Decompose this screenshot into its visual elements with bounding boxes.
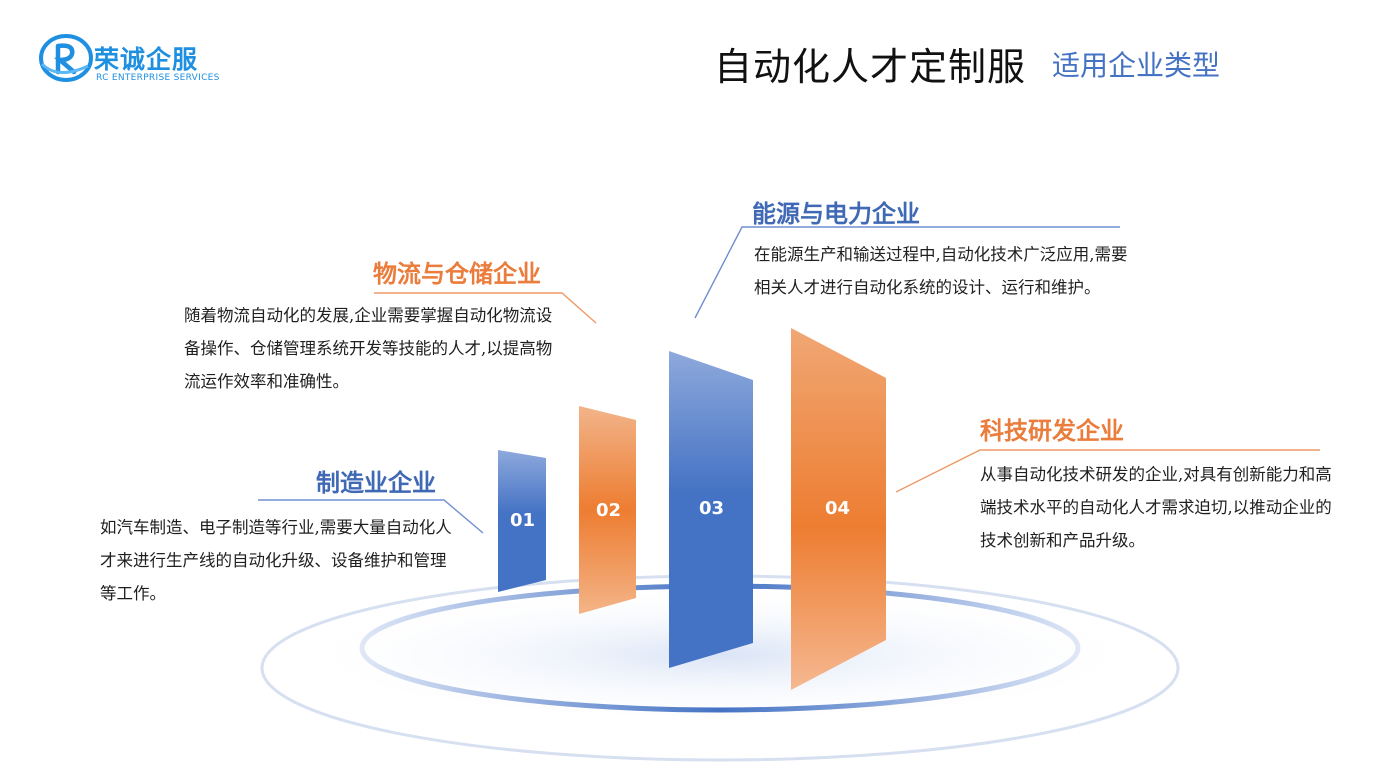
category-title-logistics: 物流与仓储企业: [373, 259, 541, 288]
prism-03: [669, 351, 753, 668]
prism-number-02: 02: [596, 500, 622, 521]
logo-name: 荣诚企服: [94, 45, 199, 74]
base-glow: [280, 585, 1160, 725]
connector-line-02: [374, 292, 597, 324]
prism-02: [579, 406, 636, 614]
rc-logo-icon: [39, 34, 93, 82]
category-desc-tech-rd: 从事自动化技术研发的企业,对具有创新能力和高端技术水平的自动化人才需求迫切,以推…: [980, 465, 1332, 550]
category-desc-energy: 在能源生产和输送过程中,自动化技术广泛应用,需要相关人才进行自动化系统的设计、运…: [754, 245, 1128, 297]
page-title: 自动化人才定制服: [714, 45, 1027, 89]
category-title-manufacturing: 制造业企业: [316, 468, 436, 497]
connector-line-04: [895, 449, 1320, 493]
prism-number-03: 03: [699, 498, 725, 519]
category-title-tech-rd: 科技研发企业: [980, 416, 1124, 445]
prism-number-04: 04: [825, 498, 851, 519]
connector-line-01: [258, 499, 484, 534]
category-desc-logistics: 随着物流自动化的发展,企业需要掌握自动化物流设备操作、仓储管理系统开发等技能的人…: [184, 306, 553, 391]
connector-line-03: [694, 226, 1120, 319]
prism-number-01: 01: [510, 510, 536, 531]
page-subtitle: 适用企业类型: [1052, 49, 1221, 82]
category-title-energy: 能源与电力企业: [752, 199, 920, 228]
logo-subtitle: RC ENTERPRISE SERVICES: [96, 73, 220, 83]
prism-04: [791, 328, 886, 690]
prism-01: [498, 450, 546, 592]
category-desc-manufacturing: 如汽车制造、电子制造等行业,需要大量自动化人才来进行生产线的自动化升级、设备维护…: [100, 518, 452, 603]
